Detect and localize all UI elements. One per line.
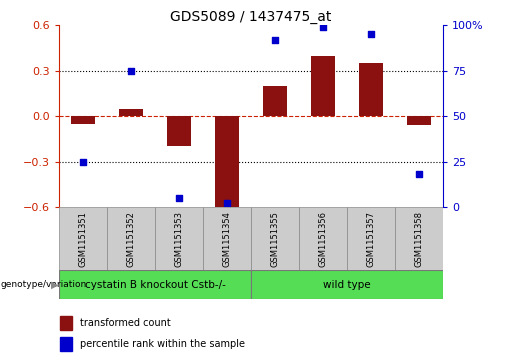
Bar (347, 207, 395, 270)
Point (271, 37, 279, 43)
Text: GSM1151358: GSM1151358 (415, 211, 423, 267)
Text: cystatin B knockout Cstb-/-: cystatin B knockout Cstb-/- (84, 280, 226, 290)
Bar (155, 207, 203, 270)
Bar (395, 207, 443, 270)
Point (319, 24, 327, 30)
Text: GSM1151352: GSM1151352 (127, 211, 135, 266)
Bar (107, 207, 155, 270)
Text: GSM1151351: GSM1151351 (79, 211, 88, 266)
Text: GSM1151357: GSM1151357 (367, 211, 375, 267)
Bar (59, 270, 251, 299)
Bar (203, 207, 251, 270)
Bar (215, 116, 239, 209)
Text: percentile rank within the sample: percentile rank within the sample (80, 339, 245, 349)
Bar (60, 337, 72, 351)
Point (367, 32, 375, 37)
Point (223, 200, 231, 206)
Bar (263, 86, 287, 116)
Text: GSM1151356: GSM1151356 (318, 211, 328, 267)
Bar (60, 315, 72, 330)
Bar (71, 116, 95, 124)
Bar (407, 116, 431, 125)
Point (127, 68, 135, 74)
Bar (359, 63, 383, 116)
Text: genotype/variation: genotype/variation (1, 281, 87, 289)
Bar (59, 207, 107, 270)
Bar (299, 207, 347, 270)
Text: GSM1151354: GSM1151354 (222, 211, 232, 266)
Bar (167, 116, 191, 146)
Bar (251, 270, 443, 299)
Point (415, 171, 423, 177)
Bar (251, 207, 299, 270)
Point (175, 195, 183, 201)
Title: GDS5089 / 1437475_at: GDS5089 / 1437475_at (170, 11, 332, 24)
Text: transformed count: transformed count (80, 318, 171, 328)
Point (79, 159, 88, 164)
Bar (311, 56, 335, 116)
Text: GSM1151355: GSM1151355 (270, 211, 280, 266)
Text: GSM1151353: GSM1151353 (175, 211, 184, 267)
Text: wild type: wild type (323, 280, 371, 290)
Bar (119, 109, 143, 116)
Text: ▶: ▶ (50, 280, 58, 290)
